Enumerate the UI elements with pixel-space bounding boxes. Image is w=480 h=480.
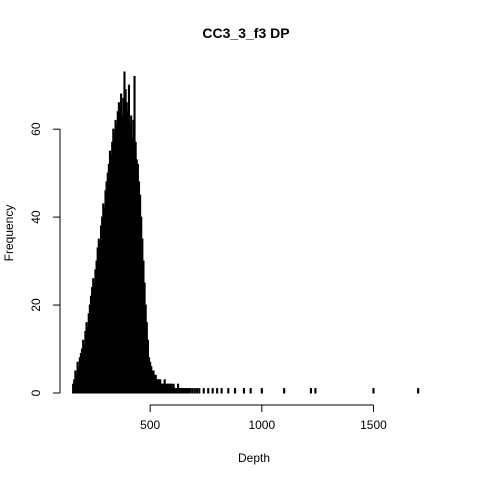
x-axis-label: Depth — [238, 451, 270, 465]
y-tick-label: 40 — [29, 210, 43, 224]
histogram-bar — [249, 388, 252, 394]
histogram-bar — [216, 388, 219, 394]
histogram-bar — [193, 388, 196, 394]
histogram-bar — [207, 388, 210, 394]
histogram-bar — [191, 388, 194, 394]
x-tick-label: 500 — [140, 418, 160, 432]
y-axis-ticks: 0 20 40 60 — [29, 122, 60, 396]
y-tick-label: 60 — [29, 122, 43, 136]
x-axis-ticks: 500 1000 1500 — [140, 405, 387, 432]
histogram-bar — [211, 388, 214, 394]
histogram-bar — [227, 388, 230, 394]
histogram-bar — [242, 388, 246, 394]
chart-title: CC3_3_f3 DP — [202, 25, 289, 41]
x-tick-label: 1500 — [360, 418, 387, 432]
histogram-bar — [417, 388, 420, 394]
histogram-bar — [220, 388, 223, 394]
histogram-bar — [233, 388, 237, 394]
histogram-bar — [260, 388, 263, 394]
histogram-bar — [202, 388, 205, 394]
histogram-bars — [72, 71, 420, 394]
y-tick-label: 20 — [29, 298, 43, 312]
histogram-bar — [196, 388, 199, 394]
y-axis-label: Frequency — [2, 205, 16, 262]
histogram-bar — [372, 388, 375, 394]
y-tick-label: 0 — [29, 389, 43, 396]
histogram-bar — [198, 388, 201, 394]
histogram-bar — [309, 388, 313, 394]
histogram-bar — [283, 388, 286, 394]
histogram-bar — [314, 388, 317, 394]
x-tick-label: 1000 — [248, 418, 275, 432]
histogram-bar — [189, 388, 192, 394]
